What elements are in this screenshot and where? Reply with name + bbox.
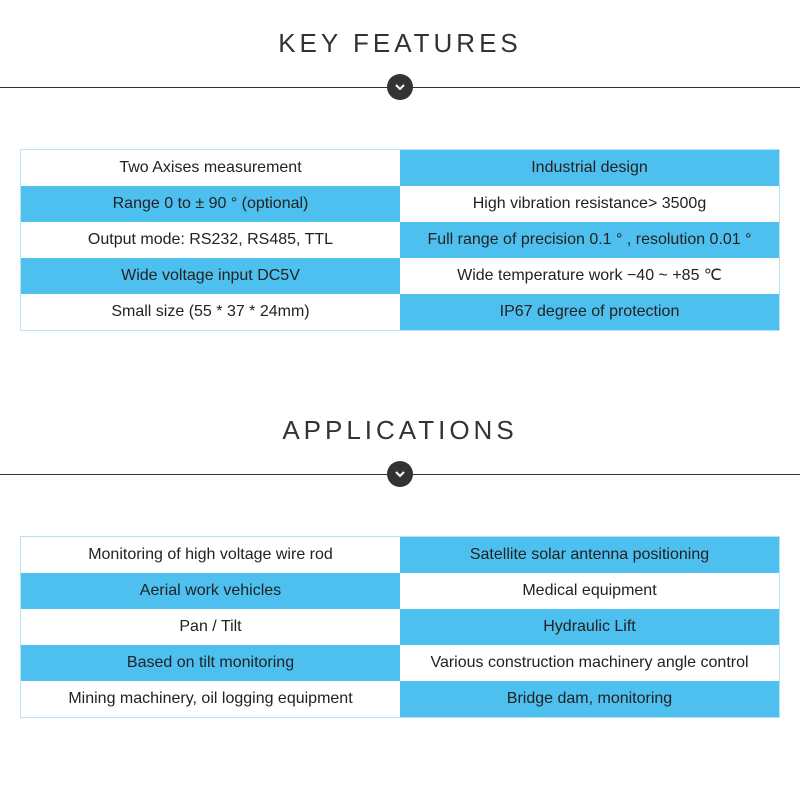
table-row: Aerial work vehicles Medical equipment	[21, 573, 779, 609]
features-table: Two Axises measurement Industrial design…	[20, 149, 780, 331]
feature-cell: Wide temperature work −40 ~ +85 ℃	[400, 258, 779, 294]
applications-section: APPLICATIONS Monitoring of high voltage …	[0, 387, 800, 718]
chevron-down-icon	[387, 74, 413, 100]
application-cell: Satellite solar antenna positioning	[400, 537, 779, 573]
divider-row	[0, 460, 800, 488]
application-cell: Based on tilt monitoring	[21, 645, 400, 681]
applications-heading: APPLICATIONS	[0, 387, 800, 460]
table-row: Output mode: RS232, RS485, TTL Full rang…	[21, 222, 779, 258]
features-section: KEY FEATURES Two Axises measurement Indu…	[0, 0, 800, 331]
table-row: Wide voltage input DC5V Wide temperature…	[21, 258, 779, 294]
feature-cell: IP67 degree of protection	[400, 294, 779, 330]
table-row: Range 0 to ± 90 ° (optional) High vibrat…	[21, 186, 779, 222]
divider-row	[0, 73, 800, 101]
application-cell: Hydraulic Lift	[400, 609, 779, 645]
application-cell: Bridge dam, monitoring	[400, 681, 779, 717]
chevron-down-icon	[387, 461, 413, 487]
table-row: Based on tilt monitoring Various constru…	[21, 645, 779, 681]
section-gap	[0, 331, 800, 387]
feature-cell: Industrial design	[400, 150, 779, 186]
table-row: Pan / Tilt Hydraulic Lift	[21, 609, 779, 645]
table-row: Mining machinery, oil logging equipment …	[21, 681, 779, 717]
application-cell: Aerial work vehicles	[21, 573, 400, 609]
applications-table: Monitoring of high voltage wire rod Sate…	[20, 536, 780, 718]
table-row: Two Axises measurement Industrial design	[21, 150, 779, 186]
feature-cell: Small size (55 * 37 * 24mm)	[21, 294, 400, 330]
table-row: Small size (55 * 37 * 24mm) IP67 degree …	[21, 294, 779, 330]
features-heading: KEY FEATURES	[0, 0, 800, 73]
feature-cell: Two Axises measurement	[21, 150, 400, 186]
application-cell: Medical equipment	[400, 573, 779, 609]
feature-cell: Wide voltage input DC5V	[21, 258, 400, 294]
application-cell: Various construction machinery angle con…	[400, 645, 779, 681]
table-row: Monitoring of high voltage wire rod Sate…	[21, 537, 779, 573]
feature-cell: Full range of precision 0.1 ° , resoluti…	[400, 222, 779, 258]
application-cell: Monitoring of high voltage wire rod	[21, 537, 400, 573]
feature-cell: Range 0 to ± 90 ° (optional)	[21, 186, 400, 222]
application-cell: Mining machinery, oil logging equipment	[21, 681, 400, 717]
application-cell: Pan / Tilt	[21, 609, 400, 645]
feature-cell: High vibration resistance> 3500g	[400, 186, 779, 222]
feature-cell: Output mode: RS232, RS485, TTL	[21, 222, 400, 258]
